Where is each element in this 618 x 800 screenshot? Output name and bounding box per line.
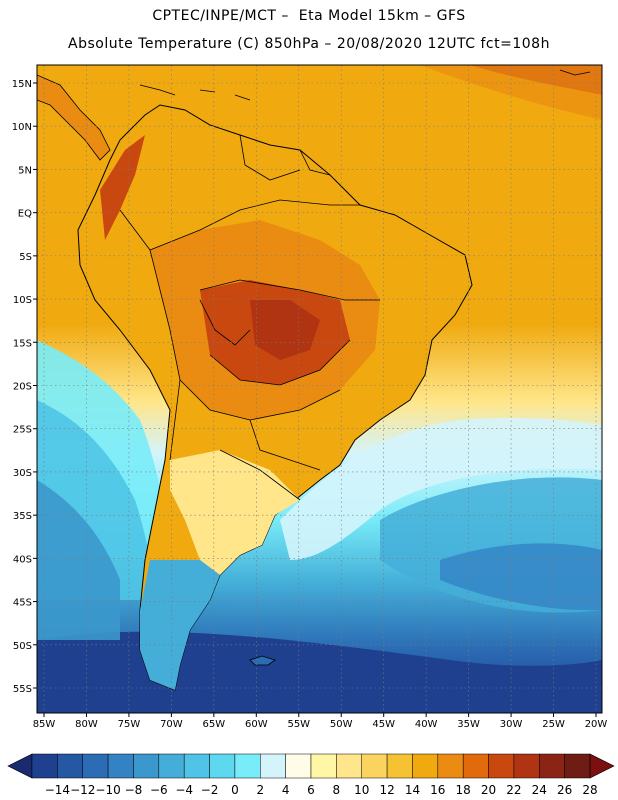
lon-tick-label: 80W	[75, 719, 98, 730]
colorbar-swatch	[361, 753, 388, 779]
colorbar-arrow-right	[589, 753, 615, 779]
colorbar-swatch	[260, 753, 286, 779]
lat-tick-label: 10S	[13, 295, 32, 306]
colorbar-label: −6	[150, 783, 168, 797]
colorbar-swatch	[488, 753, 515, 779]
colorbar-label: −14	[45, 783, 70, 797]
lat-tick-label: 35S	[13, 511, 32, 522]
colorbar-swatch	[437, 753, 464, 779]
lon-tick-label: 40W	[415, 719, 438, 730]
lat-tick-label: 55S	[13, 684, 32, 695]
colorbar-swatch	[513, 753, 540, 779]
colorbar-swatch	[133, 753, 160, 779]
colorbar-label: 12	[379, 783, 394, 797]
lat-tick-label: 5S	[19, 252, 32, 263]
colorbar-label: 4	[282, 783, 290, 797]
colorbar-swatch	[234, 753, 261, 779]
lon-tick-label: 70W	[160, 719, 183, 730]
pale-band-coast	[280, 417, 602, 560]
land-south-cool	[170, 450, 300, 575]
colorbar-label: 26	[557, 783, 572, 797]
lon-tick-label: 75W	[118, 719, 141, 730]
colorbar-label: 16	[430, 783, 445, 797]
colorbar-swatch	[412, 753, 439, 779]
lon-tick-label: 35W	[457, 719, 480, 730]
colorbar: −14 −12 −10 −8 −6 −4 −2 0 2 4 6 8 10 12 14 16 18 20 22 24 26…	[7, 753, 615, 797]
lon-tick-label: 65W	[203, 719, 226, 730]
lat-tick-label: 15S	[13, 338, 32, 349]
map-title-line2: Absolute Temperature (C) 850hPa – 20/08/…	[68, 36, 550, 52]
lon-tick-label: 85W	[33, 719, 56, 730]
colorbar-label: 6	[307, 783, 315, 797]
colorbar-swatch	[57, 753, 83, 779]
caribbean-islands	[139, 69, 591, 101]
colorbar-label: −4	[175, 783, 193, 797]
colorbar-swatch	[564, 753, 591, 779]
lat-tick-label: 5N	[18, 165, 32, 176]
cool-core-atlantic	[440, 543, 602, 611]
colder-band-pacific	[37, 480, 120, 640]
colorbar-label: 28	[582, 783, 597, 797]
lon-tick-label: 25W	[542, 719, 565, 730]
lat-tick-label: 45S	[13, 598, 32, 609]
colorbar-swatch	[539, 753, 565, 779]
coordinate-grid	[37, 65, 602, 713]
axis-ticks	[33, 82, 597, 717]
colorbar-swatch	[462, 753, 489, 779]
colorbar-swatch	[336, 753, 362, 779]
colorbar-swatch	[183, 753, 210, 779]
land-andes-warm	[100, 135, 145, 240]
colorbar-swatch	[209, 753, 236, 779]
land-hottest-core	[250, 300, 320, 360]
lat-tick-label: 25S	[13, 425, 32, 436]
lat-tick-label: 30S	[13, 468, 32, 479]
colorbar-swatch	[386, 753, 413, 779]
colorbar-swatch	[82, 753, 109, 779]
colorbar-label: 24	[532, 783, 547, 797]
colorbar-label: −8	[125, 783, 143, 797]
colorbar-label: −12	[70, 783, 95, 797]
temperature-field	[37, 65, 602, 713]
lat-tick-label: 10N	[12, 122, 32, 133]
lon-tick-label: 20W	[585, 719, 608, 730]
lat-tick-label: EQ	[18, 209, 32, 220]
colorbar-label: 18	[456, 783, 471, 797]
colorbar-label: 22	[506, 783, 521, 797]
lon-tick-label: 30W	[500, 719, 523, 730]
latitude-axis: 15N 10N 5N EQ 5S 10S 15S 20S 25S 30S 35S 40S 45S 50S 5…	[12, 79, 32, 695]
colorbar-label: −2	[201, 783, 219, 797]
lon-tick-label: 60W	[245, 719, 268, 730]
colorbar-swatch	[107, 753, 134, 779]
colorbar-swatch	[158, 753, 185, 779]
lat-tick-label: 40S	[13, 554, 32, 565]
colorbar-arrow-left	[7, 753, 33, 779]
lat-tick-label: 50S	[13, 641, 32, 652]
map-title-line1: CPTEC/INPE/MCT – Eta Model 15km – GFS	[152, 8, 466, 24]
central-america	[37, 74, 111, 161]
colorbar-label: −10	[95, 783, 120, 797]
colorbar-swatch	[31, 753, 58, 779]
colorbar-label: 2	[256, 783, 264, 797]
colorbar-label: 0	[231, 783, 239, 797]
country-borders	[119, 134, 380, 501]
map-frame	[36, 64, 603, 714]
longitude-axis: 85W 80W 75W 70W 65W 60W 55W 50W 45W 40W 35W 30W 25W 2…	[33, 719, 608, 730]
colorbar-swatch	[310, 753, 337, 779]
colorbar-label: 10	[354, 783, 369, 797]
lat-tick-label: 15N	[12, 79, 32, 90]
colorbar-label: 8	[333, 783, 341, 797]
colorbar-label: 14	[405, 783, 420, 797]
lon-tick-label: 45W	[372, 719, 395, 730]
lon-tick-label: 55W	[287, 719, 310, 730]
lat-tick-label: 20S	[13, 382, 32, 393]
land-patagonia-cold	[140, 560, 220, 690]
lon-tick-label: 50W	[330, 719, 353, 730]
falkland-islands	[249, 655, 276, 666]
colorbar-swatch	[285, 753, 312, 779]
colorbar-label: 20	[481, 783, 496, 797]
